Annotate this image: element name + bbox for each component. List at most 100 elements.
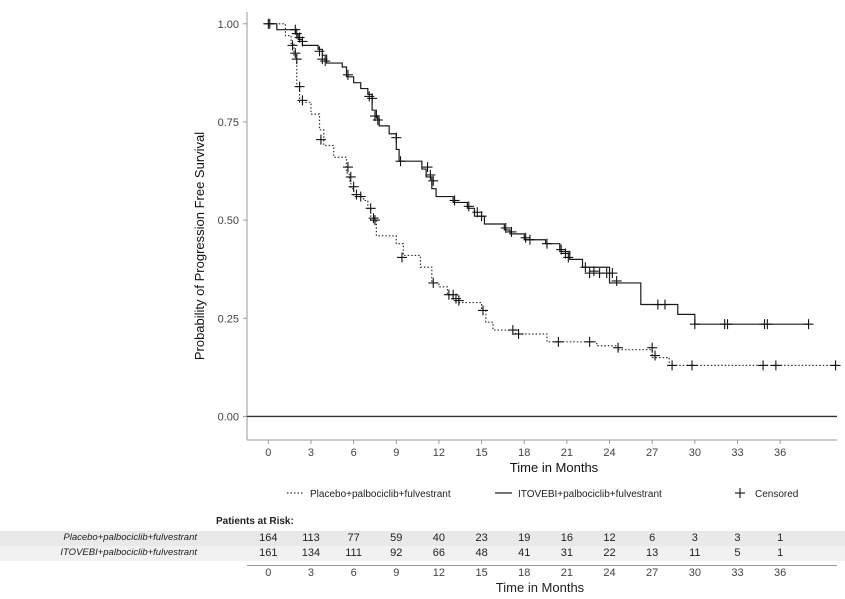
censor-mark [287, 40, 298, 51]
censor-mark [513, 328, 524, 339]
censor-mark [425, 169, 436, 180]
censor-mark [263, 18, 274, 29]
risk-x-tick-label: 36 [774, 567, 787, 579]
risk-x-tick-label: 9 [393, 567, 400, 579]
censor-mark [563, 252, 574, 263]
y-tick-label: 0.00 [218, 411, 239, 423]
risk-x-tick-label: 12 [432, 567, 446, 579]
risk-cell: 11 [689, 547, 701, 559]
x-tick-label: 27 [646, 447, 658, 459]
censor-mark [294, 81, 305, 92]
x-tick-label: 18 [518, 447, 530, 459]
risk-cell: 31 [560, 547, 573, 559]
risk-table-title: Patients at Risk: [216, 516, 294, 527]
censor-mark [541, 238, 552, 249]
censor-mark [659, 299, 670, 310]
risk-row-itovebi: ITOVEBI+palbociclib+fulvestrant 161 134 11… [0, 546, 845, 561]
legend-label-itovebi: ITOVEBI+palbociclib+fulvestrant [518, 489, 662, 500]
risk-x-tick-label: 18 [518, 567, 531, 579]
series-line-itovebi [268, 23, 809, 325]
censor-mark [770, 360, 781, 371]
risk-table: Placebo+palbociclib+fulvestrant 16 4 1 1 3 77… [0, 531, 845, 561]
risk-cell: 12 [603, 532, 616, 544]
censor-mark [428, 175, 439, 186]
censor-mark [291, 54, 302, 65]
risk-cell: 3 [734, 532, 741, 544]
censor-mark [524, 234, 535, 245]
risk-cell: 134 [301, 547, 321, 559]
censor-mark [611, 275, 622, 286]
censor-mark [556, 244, 567, 255]
censor-mark [453, 295, 464, 306]
x-tick-label: 3 [308, 447, 314, 459]
risk-cell: 48 [475, 547, 488, 559]
censor-mark [396, 252, 407, 263]
censor-mark [348, 181, 359, 192]
legend-label-placebo: Placebo+palbociclib+fulvestrant [310, 489, 451, 500]
risk-cell: 1 [777, 547, 784, 559]
censor-mark [395, 156, 406, 167]
censor-mark [580, 262, 591, 273]
risk-cell: 23 [475, 532, 488, 544]
risk-row-placebo: Placebo+palbociclib+fulvestrant 164 113 77… [0, 531, 845, 546]
censor-mark [613, 342, 624, 353]
censor-mark [650, 350, 661, 361]
censor-mark [463, 201, 474, 212]
censor-mark [588, 266, 599, 277]
x-axis-title: Time in Months [510, 460, 599, 475]
x-tick-label: 9 [393, 447, 399, 459]
risk-cell: 6 [649, 532, 656, 544]
censor-mark [290, 48, 301, 59]
risk-cell: 5 [734, 547, 741, 559]
risk-cell: 77 [347, 532, 360, 544]
risk-x-tick-label: 0 [265, 567, 272, 579]
censor-mark [520, 232, 531, 243]
risk-cell: 66 [432, 547, 446, 559]
y-axis-title: Probability of Progression Free Survival [192, 132, 207, 360]
x-tick-label: 21 [561, 447, 573, 459]
censor-mark [364, 91, 375, 102]
y-tick-label: 0.25 [218, 313, 239, 325]
censor-mark [500, 222, 511, 233]
censor-mark [297, 95, 308, 106]
x-tick-label: 15 [475, 447, 487, 459]
legend-label-censored: Censored [755, 489, 798, 500]
risk-cell: 113 [302, 532, 320, 544]
risk-row-label: Placebo+palbociclib+fulvestrant [63, 532, 197, 543]
censor-mark [472, 207, 483, 218]
risk-row-label: ITOVEBI+palbociclib+fulvestrant [60, 547, 197, 558]
censor-mark [830, 360, 841, 371]
censor-mark [355, 191, 366, 202]
risk-cell: 19 [518, 532, 531, 544]
censor-mark [478, 305, 488, 316]
risk-cell: 111 [345, 547, 362, 559]
risk-x-tick-label: 6 [350, 567, 357, 579]
censor-mark [584, 336, 595, 347]
censor-mark [553, 336, 564, 347]
censor-mark [722, 319, 733, 330]
censor-mark [422, 162, 433, 173]
censor-mark [647, 342, 658, 353]
censor-mark [803, 319, 814, 330]
x-tick-label: 30 [689, 447, 701, 459]
risk-cell: 92 [390, 547, 403, 559]
censor-mark [449, 195, 460, 206]
censor-mark [758, 360, 769, 371]
x-tick-label: 24 [603, 447, 615, 459]
risk-cell: 22 [603, 547, 616, 559]
x-tick-label: 33 [731, 447, 743, 459]
censor-mark [342, 69, 353, 80]
censor-mark [686, 360, 697, 371]
censor-mark [607, 268, 618, 279]
censor-mark [372, 114, 383, 125]
series-layer [263, 18, 841, 371]
x-tick-label: 6 [351, 447, 357, 459]
censor-mark [689, 319, 700, 330]
risk-cell: 161 [259, 547, 278, 559]
risk-x-tick-label: 27 [646, 567, 659, 579]
censored-plus-icon [735, 488, 745, 498]
censor-mark [506, 226, 517, 237]
censor-mark [342, 162, 353, 173]
risk-cell: 16 [560, 532, 573, 544]
risk-cell: 41 [518, 547, 531, 559]
